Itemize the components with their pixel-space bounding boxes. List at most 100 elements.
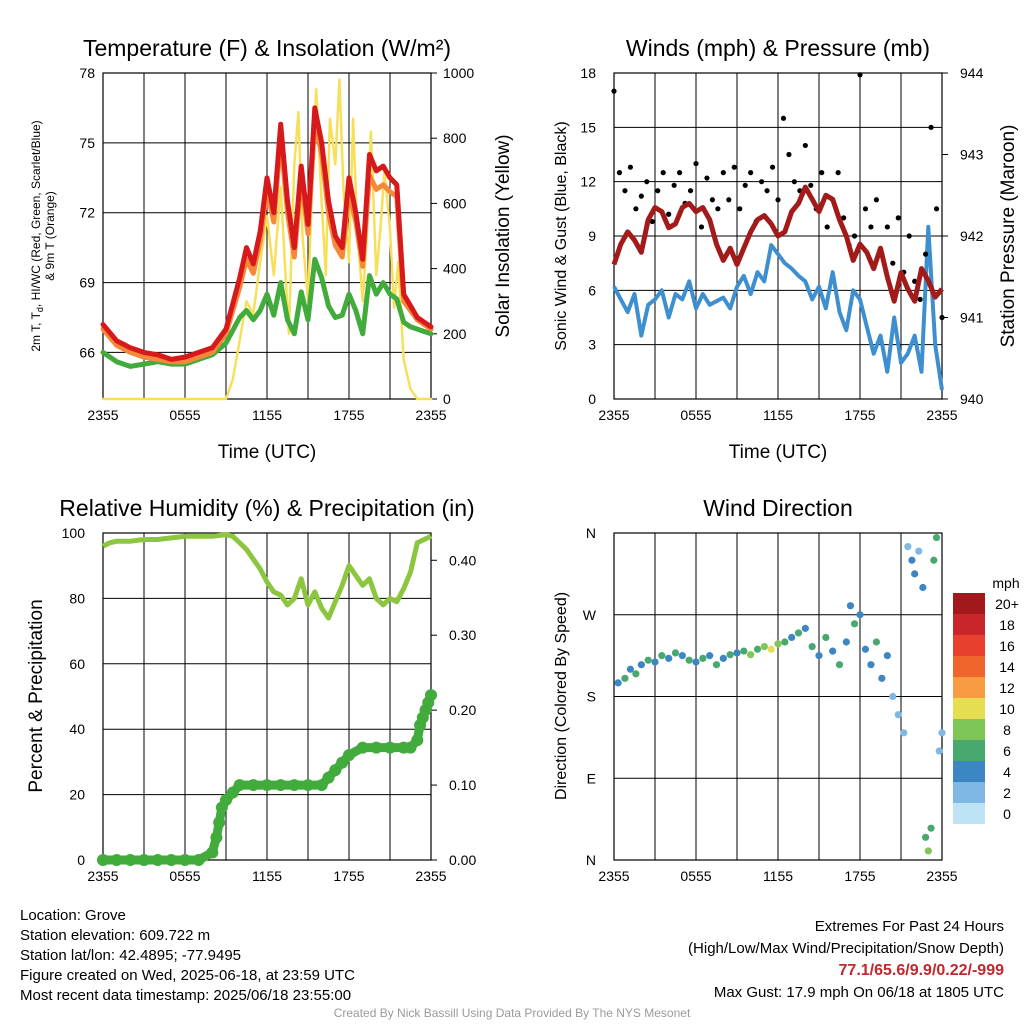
direction-point (872, 638, 881, 646)
gust-point (873, 197, 880, 203)
direction-point (644, 656, 652, 664)
legend-label: 20+ (995, 596, 1019, 612)
credit-line: Created By Nick Bassill Using Data Provi… (333, 1006, 691, 1020)
extremes-panel: Extremes For Past 24 Hours (High/Low/Max… (688, 916, 1004, 1004)
gust-point (884, 224, 890, 230)
gust-point (731, 164, 737, 170)
gust-point (715, 206, 721, 212)
y2-tick-label: 941 (960, 310, 984, 326)
direction-point (856, 611, 864, 619)
gust-point (687, 188, 694, 194)
direction-point (867, 661, 875, 669)
direction-point (774, 640, 782, 648)
direction-point (788, 633, 796, 642)
legend-swatch (953, 782, 985, 803)
y2-tick-label: 600 (443, 195, 467, 211)
precip-point (302, 779, 314, 792)
y-tick-label: S (587, 689, 596, 705)
direction-point (794, 629, 803, 637)
y-tick-label: 12 (580, 174, 596, 190)
direction-point (924, 847, 932, 855)
chart-title: Wind Direction (703, 495, 853, 521)
direction-point (726, 651, 734, 659)
y-tick-label: 78 (79, 65, 95, 81)
direction-point (930, 556, 938, 564)
x-tick-label: 1155 (252, 868, 282, 884)
legend-swatch (953, 635, 985, 656)
gust-point (616, 170, 623, 176)
gust-point (644, 179, 650, 185)
direction-point (692, 658, 700, 666)
precip-point (192, 854, 205, 866)
x-tick-label: 2355 (87, 407, 118, 423)
direction-point (621, 674, 629, 682)
direction-point (706, 652, 714, 660)
precip-point (124, 854, 137, 866)
precip-point (261, 779, 273, 792)
direction-point (712, 661, 721, 669)
precip-point (274, 779, 287, 792)
gust-point (890, 260, 896, 266)
y2-tick-label: 0.30 (449, 627, 476, 643)
y-tick-label: 100 (62, 525, 86, 541)
gust-point (742, 182, 748, 188)
gust-point (835, 170, 841, 176)
direction-point (740, 647, 748, 655)
gust-point (857, 72, 863, 78)
x-tick-label: 2355 (87, 868, 118, 884)
legend-label: 8 (1003, 722, 1011, 738)
gust-point (698, 224, 705, 230)
y-tick-label: 66 (79, 344, 95, 360)
chart-title: Relative Humidity (%) & Precipitation (i… (59, 495, 474, 521)
precip-point (384, 741, 396, 754)
recent-timestamp: Most recent data timestamp: 2025/06/18 2… (20, 987, 352, 1004)
y-axis-label: Sonic Wind & Gust (Blue, Black) (553, 121, 570, 350)
y2-tick-label: 0.00 (449, 852, 476, 868)
x-axis-label: Time (UTC) (218, 442, 317, 463)
y-tick-label: 15 (580, 119, 596, 135)
figure-created: Figure created on Wed, 2025-06-18, at 23… (20, 967, 355, 984)
direction-point (815, 652, 823, 660)
precip-point (425, 689, 437, 702)
legend-swatch (953, 803, 985, 824)
y2-tick-label: 943 (960, 147, 984, 163)
y-tick-label: N (586, 525, 596, 541)
legend-label: 16 (999, 638, 1015, 654)
legend-label: 6 (1003, 743, 1011, 759)
y2-tick-label: 400 (443, 261, 467, 277)
x-tick-label: 2355 (926, 868, 957, 884)
direction-point (733, 649, 741, 657)
direction-point (767, 645, 775, 653)
direction-point (747, 651, 755, 659)
x-tick-label: 2355 (598, 868, 629, 884)
gust-point (824, 224, 830, 230)
legend-swatch (953, 719, 985, 740)
gust-point (764, 188, 770, 194)
gust-point (939, 314, 945, 321)
legend-label: 2 (1003, 785, 1011, 801)
gust-point (775, 197, 781, 203)
direction-point (927, 824, 935, 832)
direction-point (665, 654, 673, 662)
legend-label: 14 (999, 659, 1015, 675)
gust-point (638, 193, 644, 199)
x-tick-label: 2355 (598, 407, 629, 423)
legend-swatch (953, 593, 985, 614)
direction-point (915, 547, 923, 555)
x-tick-label: 0555 (680, 868, 711, 884)
legend-label: 0 (1003, 806, 1011, 822)
y-tick-label: N (586, 852, 596, 868)
precip-point (151, 854, 164, 866)
gust-point (649, 218, 655, 225)
precip-point (110, 854, 123, 866)
direction-point (637, 661, 645, 669)
gust-point (726, 197, 732, 203)
gust-point (780, 115, 787, 121)
y2-tick-label: 0.20 (449, 702, 476, 718)
precip-point (356, 741, 369, 754)
direction-point (835, 661, 844, 669)
direction-point (760, 642, 768, 651)
y2-tick-label: 0.10 (449, 777, 476, 793)
y2-tick-label: 0.40 (449, 552, 476, 568)
y-tick-label: 72 (79, 205, 95, 221)
